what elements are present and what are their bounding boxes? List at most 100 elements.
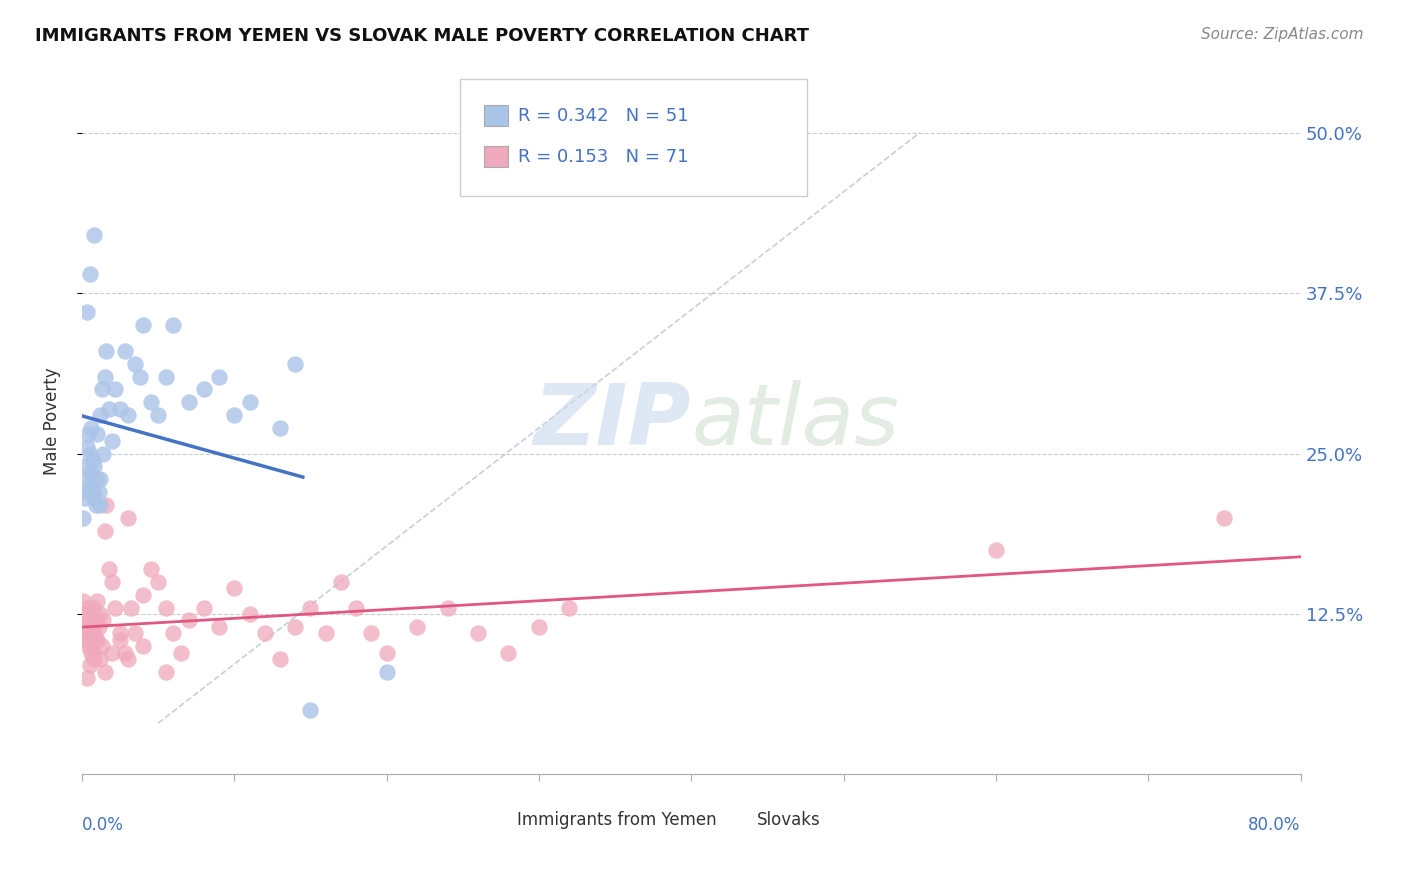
Point [82,600,104,615]
Text: R = 0.153   N = 71: R = 0.153 N = 71 [519,148,689,166]
FancyBboxPatch shape [484,105,509,127]
Point [128,369,150,384]
Point [83,228,105,243]
Point [73,491,96,506]
Point [72,594,94,608]
Point [108,401,131,416]
Point [80,646,103,660]
Point [177,395,200,409]
Y-axis label: Male Poverty: Male Poverty [44,368,60,475]
Point [76,485,98,500]
Point [76,626,98,640]
Point [155,665,177,679]
Point [90,383,112,397]
Point [98,401,121,416]
Point [83,459,105,474]
Point [208,620,231,634]
Point [117,510,139,524]
Point [124,357,146,371]
Point [104,383,127,397]
Point [124,626,146,640]
Point [269,421,291,435]
Point [84,498,107,512]
Point [360,626,382,640]
Point [73,632,96,647]
Point [117,652,139,666]
Point [86,427,108,442]
Point [527,620,550,634]
Point [80,466,103,480]
Point [208,369,231,384]
Point [72,510,94,524]
Point [101,646,124,660]
Point [82,453,104,467]
Text: atlas: atlas [692,380,900,463]
Point [89,408,111,422]
Point [132,588,155,602]
Point [344,600,367,615]
Text: Source: ZipAtlas.com: Source: ZipAtlas.com [1201,27,1364,42]
Point [96,343,118,358]
Point [86,472,108,486]
Text: Slovaks: Slovaks [756,812,821,830]
Point [155,369,177,384]
Point [83,491,105,506]
FancyBboxPatch shape [728,814,749,828]
Point [146,574,169,589]
Point [162,626,184,640]
Point [170,646,193,660]
Point [114,646,136,660]
Point [498,646,520,660]
Point [86,594,108,608]
Point [117,408,139,422]
Point [77,614,100,628]
Point [315,626,337,640]
Point [89,652,111,666]
Point [89,472,111,486]
Point [375,646,398,660]
Point [104,600,127,615]
Point [96,498,118,512]
Point [82,485,104,500]
Point [132,639,155,653]
Point [155,600,177,615]
Point [84,614,107,628]
Point [467,626,489,640]
Point [284,357,307,371]
Point [120,600,142,615]
Point [80,620,103,634]
Point [91,446,114,460]
Point [76,600,98,615]
Text: 0.0%: 0.0% [82,815,124,833]
Point [406,620,429,634]
FancyBboxPatch shape [460,79,807,195]
Point [114,343,136,358]
Point [94,369,117,384]
Point [90,639,112,653]
Point [76,440,98,454]
Point [139,562,162,576]
Point [108,626,131,640]
Point [238,607,260,621]
FancyBboxPatch shape [491,814,512,828]
Point [329,574,352,589]
Point [82,646,104,660]
Point [193,600,215,615]
Point [83,626,105,640]
Point [1213,510,1236,524]
Point [79,607,101,621]
Point [238,395,260,409]
Text: ZIP: ZIP [534,380,692,463]
Point [436,600,458,615]
Point [284,620,307,634]
Text: Immigrants from Yemen: Immigrants from Yemen [517,812,717,830]
Point [101,574,124,589]
Text: 80.0%: 80.0% [1249,815,1301,833]
Point [253,626,276,640]
Point [177,614,200,628]
Point [94,524,117,538]
Point [80,421,103,435]
Point [79,632,101,647]
Point [73,459,96,474]
Point [73,607,96,621]
